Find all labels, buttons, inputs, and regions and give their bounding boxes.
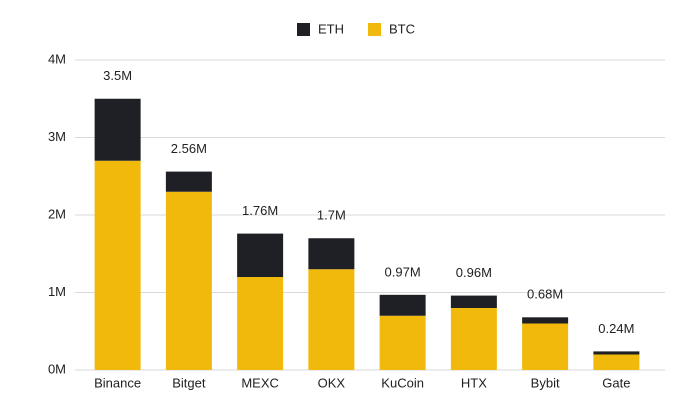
y-tick-label: 0M <box>48 361 66 376</box>
bar-segment <box>593 351 640 355</box>
total-label: 0.96M <box>456 265 492 280</box>
bar-segment <box>237 277 284 370</box>
legend-swatch <box>297 23 310 36</box>
legend-swatch <box>368 23 381 36</box>
total-label: 0.68M <box>527 287 563 302</box>
y-tick-label: 3M <box>48 129 66 144</box>
y-tick-label: 2M <box>48 206 66 221</box>
total-label: 3.5M <box>103 68 132 83</box>
bar-segment <box>450 308 497 370</box>
total-label: 2.56M <box>171 141 207 156</box>
y-tick-label: 4M <box>48 51 66 66</box>
bar-segment <box>379 294 426 316</box>
x-tick-label: Bybit <box>531 375 560 390</box>
bar-segment <box>165 191 212 370</box>
legend-label: BTC <box>389 21 415 36</box>
y-tick-label: 1M <box>48 284 66 299</box>
bar-segment <box>450 295 497 308</box>
x-tick-label: OKX <box>318 375 346 390</box>
bar-segment <box>522 323 569 370</box>
bar-segment <box>94 160 141 370</box>
bar-segment <box>94 98 141 161</box>
x-tick-label: Binance <box>94 375 141 390</box>
bar-segment <box>522 317 569 324</box>
bar-segment <box>237 233 284 277</box>
x-tick-label: KuCoin <box>381 375 424 390</box>
bar-segment <box>593 354 640 370</box>
total-label: 1.7M <box>317 208 346 223</box>
bar-segment <box>379 315 426 370</box>
total-label: 1.76M <box>242 203 278 218</box>
x-tick-label: Bitget <box>172 375 206 390</box>
x-tick-label: HTX <box>461 375 487 390</box>
x-tick-label: Gate <box>602 375 630 390</box>
x-tick-label: MEXC <box>241 375 279 390</box>
total-label: 0.97M <box>385 264 421 279</box>
total-label: 0.24M <box>598 321 634 336</box>
bar-segment <box>165 171 212 192</box>
legend-label: ETH <box>318 21 344 36</box>
bar-segment <box>308 238 355 270</box>
bar-segment <box>308 269 355 370</box>
